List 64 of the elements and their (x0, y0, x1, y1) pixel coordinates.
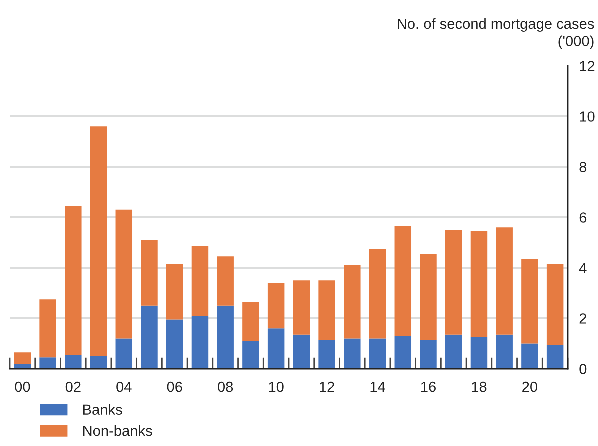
bar (217, 256, 234, 306)
bar (14, 352, 32, 364)
bar (192, 316, 209, 369)
y-tick-label: 8 (580, 162, 587, 172)
y-tick-label: 6 (580, 212, 587, 223)
bar (141, 306, 158, 369)
x-tick-label: 12 (320, 382, 334, 392)
bar (546, 264, 564, 346)
bar (116, 210, 133, 339)
bar (496, 334, 513, 369)
bar (90, 356, 108, 369)
bar (65, 206, 82, 356)
y-tick-label: 0 (580, 364, 587, 374)
bar (242, 341, 260, 369)
x-tick-label: 14 (370, 382, 386, 392)
bar (40, 358, 56, 369)
bar (445, 334, 462, 369)
bar (217, 306, 234, 369)
bar (141, 240, 158, 306)
bar (470, 231, 488, 338)
bar (116, 338, 133, 369)
y-axis-title: No. of second mortgage cases ('000) (398, 18, 594, 50)
bar (546, 345, 564, 369)
bar (522, 259, 538, 344)
legend-label: Banks (83, 404, 122, 416)
bar (268, 328, 285, 369)
y-tick-label: 4 (579, 263, 587, 274)
legend-label: Non-banks (83, 425, 152, 436)
y-tick-label: 2 (580, 314, 586, 324)
y-tick-label: 12 (580, 61, 595, 72)
bar (369, 338, 386, 369)
bar (470, 337, 488, 369)
x-tick-label: 20 (522, 382, 538, 392)
bar (394, 226, 412, 336)
bar (496, 228, 513, 335)
bar (192, 246, 209, 316)
x-tick-label: 06 (167, 382, 182, 392)
bar (344, 338, 361, 369)
bar (420, 254, 437, 340)
y-tick-label: 10 (580, 112, 595, 122)
x-tick-label: 00 (15, 382, 30, 392)
bar (293, 280, 310, 335)
bar (40, 300, 56, 358)
bar (268, 283, 285, 329)
bar (420, 340, 437, 369)
bar (90, 126, 108, 356)
x-tick-label: 02 (66, 382, 81, 392)
bar (344, 265, 361, 339)
bar (369, 249, 386, 339)
bar (394, 336, 412, 369)
bar (318, 340, 336, 369)
x-tick-label: 16 (422, 382, 436, 392)
bar (318, 280, 336, 340)
x-tick-label: 10 (269, 382, 284, 392)
x-tick-label: 04 (116, 382, 132, 392)
x-tick-label: 18 (472, 382, 487, 392)
bar (242, 302, 260, 342)
bar (166, 264, 184, 320)
bar (65, 355, 82, 369)
x-tick-label: 08 (218, 382, 234, 392)
bar (166, 320, 184, 369)
bar (522, 344, 538, 369)
bar (293, 334, 310, 369)
bar (445, 230, 462, 335)
